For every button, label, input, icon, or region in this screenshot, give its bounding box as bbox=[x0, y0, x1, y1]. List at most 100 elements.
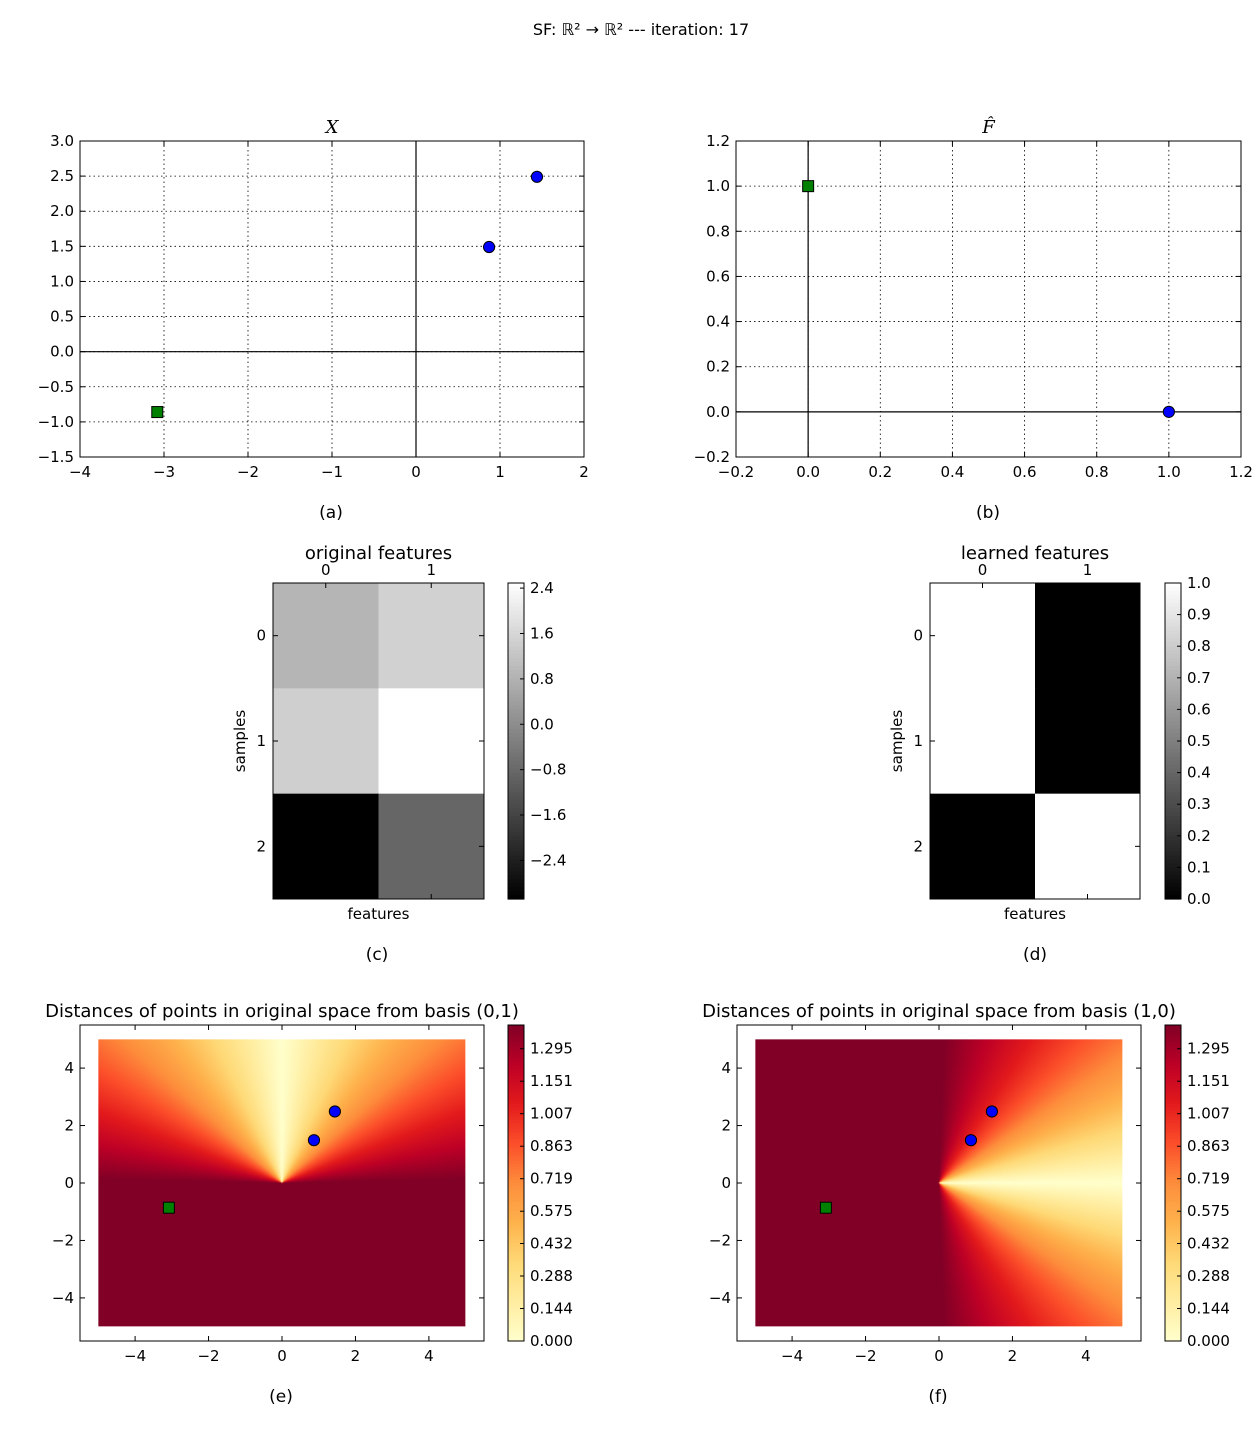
plot-c-colorbar-band bbox=[508, 701, 524, 707]
plot-c-colorbar-band bbox=[508, 665, 524, 671]
plot-d-colorbar-label: 0.8 bbox=[1187, 637, 1211, 655]
plot-f-colorbar-band bbox=[1165, 1325, 1181, 1329]
plot-a-ytick-label: 0.5 bbox=[50, 308, 74, 326]
plot-c-cell-2-1 bbox=[378, 793, 485, 900]
plot-e-distance-field bbox=[98, 1039, 466, 1327]
plot-c-colorbar-band bbox=[508, 875, 524, 880]
plot-f-colorbar-band bbox=[1165, 1284, 1181, 1288]
plot-b-ytick-label: 0.2 bbox=[706, 358, 730, 376]
plot-e-ytick-label: −2 bbox=[52, 1231, 74, 1249]
plot-e-colorbar-band bbox=[508, 1116, 524, 1121]
plot-a-point-2 bbox=[151, 406, 164, 419]
plot-c-colorbar-band bbox=[508, 741, 524, 746]
plot-e-colorbar-band bbox=[508, 1280, 524, 1285]
plot-d-colorbar-band bbox=[1165, 831, 1181, 837]
plot-d-colorbar-band bbox=[1165, 650, 1181, 655]
plot-e-colorbar-band bbox=[508, 1303, 524, 1307]
plot-d-colorbar-band bbox=[1165, 855, 1181, 861]
plot-f-colorbar-band bbox=[1165, 1122, 1181, 1127]
plot-f-colorbar-band bbox=[1165, 1224, 1181, 1228]
plot-f-colorbar-band bbox=[1165, 1236, 1181, 1241]
plot-a-xtick-label: 2 bbox=[579, 463, 589, 481]
plot-e-colorbar-band bbox=[508, 1328, 524, 1333]
plot-e-colorbar-band bbox=[508, 1277, 524, 1282]
plot-b: −0.2 0.0 0.2 0.4 0.6 0.8 1.0 1.2 −0.2 0.0 0.2 0.4 0.… bbox=[694, 116, 1253, 523]
plot-e-colorbar-band bbox=[508, 1094, 524, 1099]
plot-e-colorbar-band bbox=[508, 1274, 524, 1279]
plot-f-colorbar-band bbox=[1165, 1110, 1181, 1115]
plot-c-colorbar-band bbox=[508, 693, 524, 699]
plot-d-colorbar-band bbox=[1165, 618, 1181, 624]
plot-f-colorbar-band bbox=[1165, 1050, 1181, 1055]
plot-f-colorbar-band bbox=[1165, 1306, 1181, 1310]
plot-e-colorbar-band bbox=[508, 1252, 524, 1257]
plot-b-xtick-label: 0.2 bbox=[868, 463, 892, 481]
plot-c-colorbar-band bbox=[508, 622, 524, 628]
plot-c-cell-0-1 bbox=[378, 583, 485, 689]
plot-e-xtick-label: 2 bbox=[351, 1347, 361, 1365]
plot-f-colorbar-band bbox=[1165, 1214, 1181, 1219]
plot-d-colorbar-band bbox=[1165, 709, 1181, 714]
plot-d-cell-0-0 bbox=[930, 583, 1036, 689]
plot-e-colorbar-band bbox=[508, 1110, 524, 1115]
plot-f-colorbar-band bbox=[1165, 1243, 1181, 1247]
plot-f-colorbar-band bbox=[1165, 1154, 1181, 1159]
plot-c-colorbar-label: 2.4 bbox=[530, 579, 554, 597]
plot-c-colorbar-band bbox=[508, 823, 524, 829]
plot-e-colorbar-band bbox=[508, 1205, 524, 1209]
plot-c-colorbar-band bbox=[508, 891, 524, 896]
plot-f-ytick-label: 4 bbox=[721, 1059, 731, 1077]
plot-e-colorbar-band bbox=[508, 1151, 524, 1156]
plot-f-point-0 bbox=[964, 1134, 978, 1147]
plot-e-colorbar-band bbox=[508, 1160, 524, 1165]
plot-c-colorbar-band bbox=[508, 780, 524, 786]
plot-d-colorbar-band bbox=[1165, 760, 1181, 766]
plot-f-colorbar-band bbox=[1165, 1211, 1181, 1216]
plot-c-colorbar-band bbox=[508, 606, 524, 612]
plot-d-colorbar-band bbox=[1165, 721, 1181, 726]
plot-f-colorbar-band bbox=[1165, 1246, 1181, 1250]
plot-e-colorbar-band bbox=[508, 1145, 524, 1149]
plot-b-ytick-label: 0.4 bbox=[706, 313, 730, 331]
plot-e-colorbar-band bbox=[508, 1236, 524, 1241]
plot-f-xtick-label: −4 bbox=[781, 1347, 803, 1365]
plot-e-colorbar-label: 1.295 bbox=[530, 1040, 573, 1058]
plot-d-colorbar-band bbox=[1165, 594, 1181, 600]
plot-e-colorbar-band bbox=[508, 1201, 524, 1206]
plot-e-colorbar-band bbox=[508, 1268, 524, 1273]
plot-d-row-label: 1 bbox=[913, 732, 923, 750]
plot-e-colorbar-band bbox=[508, 1053, 524, 1058]
plot-d-colorbar-band bbox=[1165, 827, 1181, 833]
plot-f-colorbar-label: 0.575 bbox=[1187, 1202, 1230, 1220]
plot-d-colorbar-label: 0.7 bbox=[1187, 669, 1211, 687]
plot-d-colorbar-band bbox=[1165, 748, 1181, 754]
plot-c-colorbar-band bbox=[508, 863, 524, 868]
plot-d-colorbar-band bbox=[1165, 614, 1181, 620]
plot-d-colorbar-band bbox=[1165, 705, 1181, 710]
plot-e-colorbar-band bbox=[508, 1037, 524, 1042]
plot-e-point-0 bbox=[307, 1134, 321, 1147]
plot-e-colorbar-band bbox=[508, 1062, 524, 1067]
plot-e-colorbar-band bbox=[508, 1167, 524, 1171]
plot-c-colorbar-band bbox=[508, 709, 524, 714]
plot-f-colorbar-band bbox=[1165, 1069, 1181, 1073]
plot-f-colorbar-band bbox=[1165, 1230, 1181, 1235]
plot-e-colorbar-band bbox=[508, 1312, 524, 1317]
plot-c-colorbar-band bbox=[508, 867, 524, 872]
plot-f-colorbar-band bbox=[1165, 1205, 1181, 1209]
plot-e-colorbar-band bbox=[508, 1104, 524, 1108]
plot-e-colorbar-band bbox=[508, 1034, 524, 1039]
plot-f-colorbar-label: 0.432 bbox=[1187, 1234, 1230, 1252]
plot-d-colorbar: 0.0 0.1 0.2 0.3 0.4 0.5 0.6 0.7 0.8 0.9 1.0 bbox=[1164, 574, 1211, 908]
plot-d-colorbar-band bbox=[1165, 823, 1181, 829]
plot-e-point-2 bbox=[162, 1201, 175, 1214]
plot-f-colorbar-band bbox=[1165, 1088, 1181, 1092]
plot-e-colorbar-label: 0.000 bbox=[530, 1332, 573, 1350]
plot-c-colorbar-band bbox=[508, 614, 524, 620]
plot-f-colorbar-band bbox=[1165, 1334, 1181, 1339]
plot-c-colorbar-band bbox=[508, 583, 524, 588]
plot-f-xtick-label: −2 bbox=[854, 1347, 876, 1365]
plot-c-colorbar-band bbox=[508, 634, 524, 639]
plot-f-colorbar-band bbox=[1165, 1309, 1181, 1314]
